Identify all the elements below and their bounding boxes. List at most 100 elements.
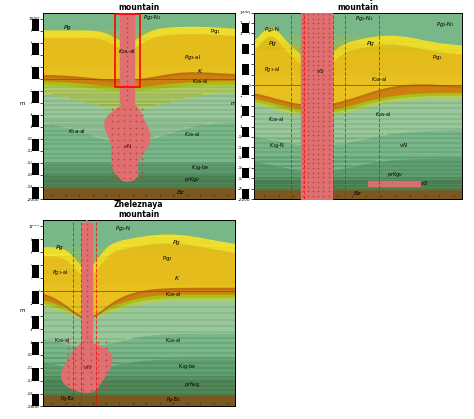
Text: $Pg_2$-N$_1$: $Pg_2$-N$_1$ [143,13,162,22]
Polygon shape [83,220,90,236]
Bar [242,189,249,199]
Text: K$_1$g-be: K$_1$g-be [177,362,196,371]
Bar [242,96,249,106]
Bar [242,137,249,147]
Text: Bz: Bz [177,190,185,195]
Bar [242,44,249,54]
Title: Beshtay
mountain: Beshtay mountain [337,0,379,12]
Text: $K_1$g-be: $K_1$g-be [191,163,209,172]
Text: $K_2$a-al: $K_2$a-al [192,78,208,86]
Text: Pg$_1$: Pg$_1$ [432,53,443,62]
Text: $K_2$a-al: $K_2$a-al [184,130,201,139]
Text: $Pg_3$-al: $Pg_3$-al [184,54,201,62]
Bar [32,291,39,303]
Text: Bz: Bz [354,191,362,196]
Text: K: K [175,276,179,281]
Text: prKg$\nu$: prKg$\nu$ [184,175,201,184]
Bar [32,239,39,252]
Text: $Pg_2$-N$_1$: $Pg_2$-N$_1$ [436,20,455,28]
Bar [32,187,39,199]
Bar [242,85,249,96]
Text: $K_2$a-al: $K_2$a-al [268,115,285,124]
Y-axis label: m: m [230,101,236,106]
Bar [242,127,249,137]
Bar [242,75,249,85]
Bar [32,79,39,91]
Y-axis label: m: m [19,101,25,106]
Text: K: K [198,69,202,74]
Text: prN$\nu$g: prN$\nu$g [184,380,201,389]
Text: Pg$_3$: Pg$_3$ [162,254,173,263]
Text: $K_2$a-al: $K_2$a-al [68,127,86,136]
Bar [242,65,249,75]
Text: Pg: Pg [173,241,181,246]
Bar [242,106,249,116]
Text: Pg: Pg [268,41,276,46]
Bar [242,23,249,33]
Text: Pg: Pg [366,41,374,46]
Bar [32,127,39,139]
Bar [32,91,39,103]
Bar [32,54,39,67]
Text: Pg: Pg [64,26,72,31]
Bar [32,381,39,393]
Text: $\nu$N: $\nu$N [399,141,408,149]
Bar [242,54,249,65]
Text: $Pg_2$-N: $Pg_2$-N [264,25,281,34]
Bar [242,116,249,127]
Bar [242,147,249,158]
Bar [32,342,39,355]
Bar [242,158,249,168]
Text: Pg-Bz: Pg-Bz [166,397,180,402]
Bar [32,115,39,127]
Bar [32,43,39,54]
Polygon shape [105,103,150,181]
Bar [32,303,39,316]
Text: Pg: Pg [56,245,64,250]
Bar [32,265,39,278]
Bar [32,163,39,175]
Text: $K_2$a-al: $K_2$a-al [375,110,391,119]
Text: $\nu$S: $\nu$S [316,67,325,75]
Bar [32,151,39,163]
Bar [32,226,39,239]
Bar [242,178,249,189]
Text: $Pg_2$-N$_1$: $Pg_2$-N$_1$ [355,14,374,23]
Text: $K_2$a-al: $K_2$a-al [118,47,136,56]
Bar [32,175,39,187]
Text: K$_2$a-al: K$_2$a-al [54,336,70,345]
Text: prKg$\nu$: prKg$\nu$ [387,170,403,179]
Bar [32,252,39,265]
Text: K$_2$a-al: K$_2$a-al [165,290,182,299]
Bar [32,355,39,368]
Text: $Pg_3$-al: $Pg_3$-al [52,268,68,277]
Text: Pg-Bz: Pg-Bz [61,396,74,401]
Title: Zheleznaya
mountain: Zheleznaya mountain [114,200,164,219]
Bar [242,33,249,44]
Bar [32,329,39,342]
Text: $\nu$S: $\nu$S [420,178,429,186]
Polygon shape [62,344,112,392]
Bar [242,13,249,23]
Text: $\nu$N: $\nu$N [82,363,91,371]
Bar [32,393,39,406]
Text: $Pg_2$-N: $Pg_2$-N [115,224,131,233]
Y-axis label: m: m [19,308,25,313]
Text: $K_1$g-N: $K_1$g-N [269,141,284,150]
Bar [32,103,39,115]
Bar [32,278,39,291]
Bar [115,14,140,87]
Bar [32,31,39,43]
Bar [32,316,39,329]
Bar [242,168,249,178]
Text: $\nu$N: $\nu$N [123,142,131,150]
Text: K$_2$a-al: K$_2$a-al [165,336,182,345]
Bar [32,139,39,151]
Text: Pg$_1$: Pg$_1$ [210,27,221,36]
Text: $K_2$a-al: $K_2$a-al [371,75,387,84]
Text: $Pg_3$-al: $Pg_3$-al [264,65,281,74]
Title: Mashuk
mountain: Mashuk mountain [118,0,159,12]
Bar [32,67,39,79]
Bar [32,18,39,31]
Bar [32,368,39,381]
